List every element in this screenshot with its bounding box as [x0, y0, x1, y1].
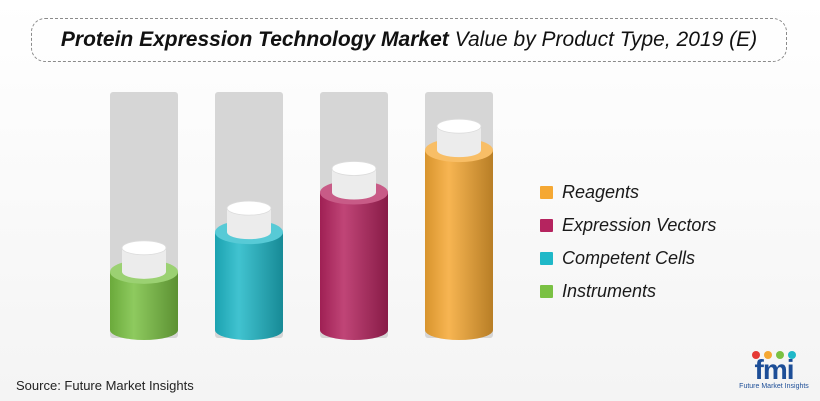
- logo-dot: [776, 351, 784, 359]
- legend-label: Expression Vectors: [562, 215, 717, 235]
- legend-label: Reagents: [562, 182, 640, 202]
- chart-title-rest: Value by Product Type, 2019 (E): [454, 28, 758, 51]
- legend-swatch: [540, 219, 553, 232]
- legend-swatch: [540, 186, 553, 199]
- bar-cap-top-expression-vectors: [331, 161, 377, 176]
- legend-swatch: [540, 252, 553, 265]
- bar-cap-reagents: [437, 126, 481, 158]
- bar-cap-expression-vectors: [332, 168, 376, 200]
- logo-subtitle: Future Market Insights: [739, 383, 809, 390]
- source-note: Source: Future Market Insights: [16, 378, 194, 393]
- bar-instruments: [110, 271, 178, 340]
- legend-item: Instruments: [540, 275, 716, 308]
- logo-dot: [764, 351, 772, 359]
- legend-item: Expression Vectors: [540, 209, 716, 242]
- bar-cap-instruments: [122, 247, 166, 279]
- legend-item: Competent Cells: [540, 242, 716, 275]
- logo-text: fmi: [754, 354, 795, 385]
- fmi-logo: fmi Future Market Insights: [736, 346, 812, 396]
- bar-cap-top-competent-cells: [226, 200, 272, 216]
- chart-title: Protein Expression Technology Market Val…: [31, 18, 787, 62]
- legend-item: Reagents: [540, 176, 716, 209]
- bars-group: [110, 92, 493, 340]
- legend-swatch: [540, 285, 553, 298]
- legend-label: Competent Cells: [562, 248, 696, 268]
- bar-competent-cells: [215, 232, 283, 340]
- bar-expression-vectors: [320, 192, 388, 340]
- logo-dots: [736, 346, 812, 359]
- bar-cap-top-reagents: [436, 118, 482, 134]
- chart-title-bold: Protein Expression Technology Market: [60, 28, 449, 51]
- logo-dot: [752, 351, 760, 359]
- logo-dot: [788, 351, 796, 359]
- legend: Reagents Expression Vectors Competent Cell…: [540, 176, 716, 308]
- bar-cap-competent-cells: [227, 208, 271, 240]
- bar-cap-top-instruments: [121, 240, 167, 256]
- bar-reagents: [425, 150, 493, 340]
- legend-label: Instruments: [562, 281, 657, 301]
